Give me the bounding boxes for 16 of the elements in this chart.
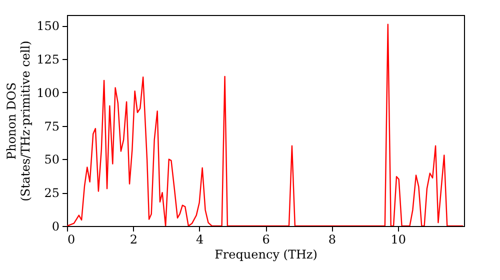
y-tick-label: 25 (44, 186, 60, 200)
x-axis-title: Frequency (THz) (214, 248, 318, 262)
y-tick-label: 50 (44, 152, 60, 167)
y-tick-label: 125 (36, 52, 60, 67)
y-tick-label: 75 (44, 119, 60, 134)
x-tick-label: 8 (328, 232, 336, 246)
y-axis-title: Phonon DOS (States/THz·primitive cell) (4, 40, 33, 202)
x-tick-label: 6 (262, 232, 270, 246)
x-tick-label: 2 (130, 232, 138, 246)
x-tick-label: 0 (68, 232, 76, 246)
x-tick-label: 4 (196, 232, 204, 246)
y-tick-label: 100 (36, 86, 60, 100)
y-tick-label: 150 (36, 19, 60, 34)
x-tick-label: 10 (390, 232, 406, 246)
y-tick-label: 0 (52, 220, 60, 234)
line-series (67, 24, 464, 226)
